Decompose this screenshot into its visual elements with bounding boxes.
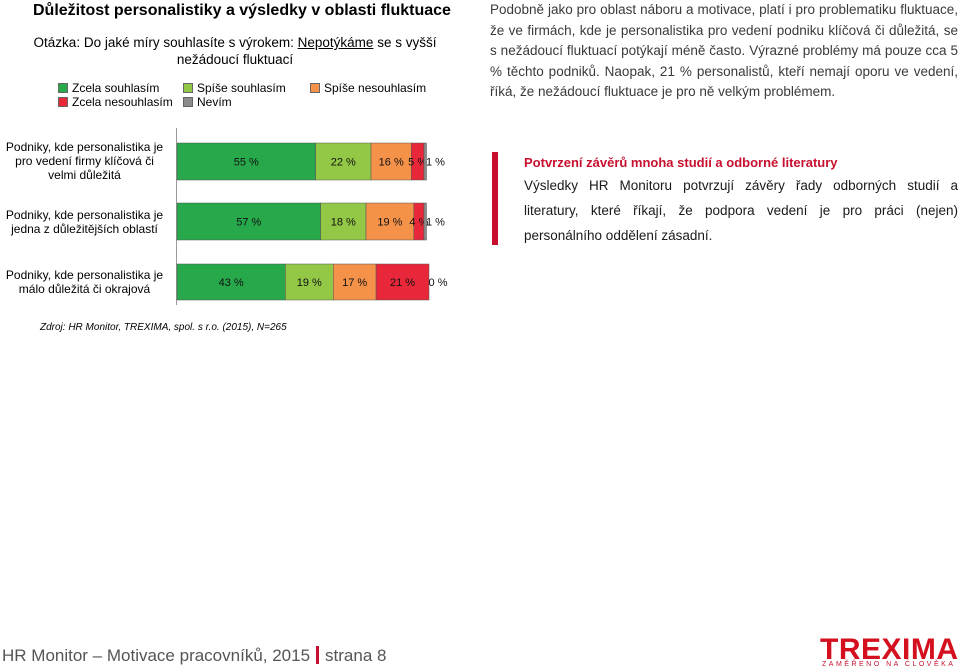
legend-swatch-2 <box>310 83 320 93</box>
legend-item-1: Spíše souhlasím <box>183 81 286 95</box>
legend-label-0: Zcela souhlasím <box>72 81 160 95</box>
bar-segment-2-1 <box>285 263 334 301</box>
legend-item-0: Zcela souhlasím <box>58 81 159 95</box>
data-label-0-2: 16 % <box>379 157 404 169</box>
footer-title: HR Monitor – Motivace pracovníků, 2015 <box>2 646 311 665</box>
bar-segment-0-1 <box>315 142 372 181</box>
bar-segment-1-4 <box>423 202 427 241</box>
page-number: strana 8 <box>325 646 387 665</box>
note-accent-bar <box>492 152 498 245</box>
data-label-1-2: 19 % <box>377 217 402 229</box>
category-label-2: Podniky, kde personalistika je málo důle… <box>5 268 164 296</box>
stacked-bar-chart: 55 % 22 % 16 % 5 %1 %57 % 18 % 19 % 4 %1 %43 %… <box>176 128 448 305</box>
legend-label-4: Nevím <box>197 95 232 109</box>
trexima-logo: TREXIMA <box>820 633 959 666</box>
legend-swatch-1 <box>183 83 193 93</box>
legend-item-2: Spíše nesouhlasím <box>310 81 426 95</box>
legend-label-1: Spíše souhlasím <box>197 81 286 95</box>
description-paragraph: Podobně jako pro oblast náboru a motivac… <box>490 2 958 99</box>
data-label-0-4: 1 % <box>426 157 445 169</box>
bar-segment-0-2 <box>370 142 412 181</box>
data-label-2-3: 21 % <box>390 277 415 289</box>
question-prefix: Otázka: Do jaké míry souhlasíte s výroke… <box>33 35 298 50</box>
data-label-0-3: 5 % <box>408 157 427 169</box>
question-underlined: Nepotýkáme <box>297 35 374 50</box>
legend-label-3: Zcela nesouhlasím <box>72 95 173 109</box>
bar-segment-2-2 <box>332 263 377 301</box>
bar-segment-0-0 <box>176 142 316 181</box>
data-label-1-4: 1 % <box>426 217 445 229</box>
legend-swatch-0 <box>58 83 68 93</box>
category-label-0: Podniky, kde personalistika je pro veden… <box>5 140 164 182</box>
data-label-1-1: 18 % <box>331 217 356 229</box>
note-title: Potvrzení závěrů mnoha studií a odborné … <box>524 155 838 170</box>
bar-segment-0-4 <box>423 142 427 181</box>
slide-title: Důležitost personalistiky a výsledky v o… <box>33 2 451 19</box>
note-body: Výsledky HR Monitoru potvrzují závěry řa… <box>524 178 958 243</box>
category-label-1: Podniky, kde personalistika je jedna z d… <box>5 208 164 236</box>
question-suffix: se s vyšší nežádoucí fluktuací <box>176 35 437 67</box>
footer-separator <box>316 646 320 664</box>
legend-item-3: Zcela nesouhlasím <box>58 95 173 109</box>
bar-segment-2-0 <box>176 263 286 301</box>
bar-segment-1-1 <box>320 202 367 241</box>
data-label-2-2: 17 % <box>342 277 367 289</box>
logo-tagline: ZAMĚŘENO NA ČLOVĚKA <box>822 661 956 668</box>
legend-item-4: Nevím <box>183 95 232 109</box>
data-label-2-4: 0 % <box>429 277 448 289</box>
data-label-2-1: 19 % <box>297 277 322 289</box>
legend-label-2: Spíše nesouhlasím <box>324 81 427 95</box>
legend-swatch-3 <box>58 97 68 107</box>
legend-swatch-4 <box>183 97 193 107</box>
data-label-1-0: 57 % <box>236 217 261 229</box>
bar-segment-1-0 <box>176 202 321 241</box>
footer: HR Monitor – Motivace pracovníků, 2015 st… <box>2 646 386 666</box>
bar-segment-1-2 <box>365 202 415 241</box>
bar-layer: 55 % 22 % 16 % 5 %1 %57 % 18 % 19 % 4 %1 %43 %… <box>176 142 448 301</box>
bar-segment-2-3 <box>375 263 430 301</box>
source-note: Zdroj: HR Monitor, TREXIMA, spol. s r.o.… <box>40 322 287 333</box>
data-label-2-0: 43 % <box>219 277 244 289</box>
survey-question: Otázka: Do jaké míry souhlasíte s výroke… <box>20 34 450 68</box>
data-label-0-1: 22 % <box>331 157 356 169</box>
data-label-0-0: 55 % <box>234 157 259 169</box>
